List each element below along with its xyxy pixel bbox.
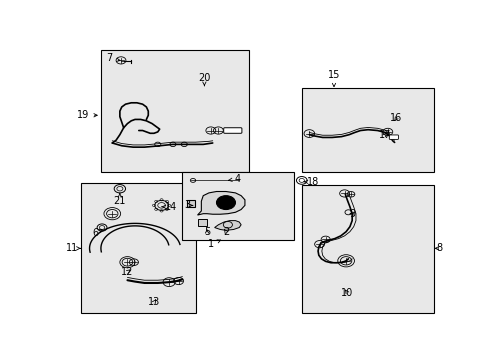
Text: 19: 19 (77, 110, 97, 120)
Circle shape (216, 195, 235, 210)
Bar (181, 172, 294, 240)
Text: 5: 5 (203, 227, 210, 237)
Bar (301, 185, 433, 314)
FancyBboxPatch shape (223, 128, 242, 133)
Text: 17: 17 (378, 130, 390, 140)
Text: 21: 21 (113, 193, 126, 206)
Text: 2: 2 (223, 227, 229, 237)
Bar (186, 199, 195, 207)
Bar (81, 183, 195, 314)
Text: 1: 1 (207, 239, 220, 249)
Text: 4: 4 (228, 174, 240, 184)
Text: 18: 18 (304, 177, 319, 187)
Bar (197, 219, 206, 226)
Text: 6: 6 (92, 228, 102, 238)
Text: 12: 12 (121, 267, 133, 277)
Text: 7: 7 (106, 53, 120, 63)
Text: 14: 14 (162, 202, 177, 212)
Bar (101, 50, 248, 172)
FancyBboxPatch shape (388, 135, 398, 139)
Text: 8: 8 (434, 243, 442, 253)
Text: 15: 15 (327, 70, 340, 87)
Text: 9: 9 (349, 209, 355, 219)
Text: 10: 10 (341, 288, 353, 298)
Text: 11: 11 (65, 243, 81, 253)
Text: 16: 16 (389, 113, 402, 123)
Text: 3: 3 (183, 201, 192, 210)
Polygon shape (197, 192, 244, 215)
Text: 13: 13 (147, 297, 160, 307)
Polygon shape (214, 221, 241, 230)
Text: 20: 20 (198, 73, 210, 86)
Bar (301, 87, 433, 172)
